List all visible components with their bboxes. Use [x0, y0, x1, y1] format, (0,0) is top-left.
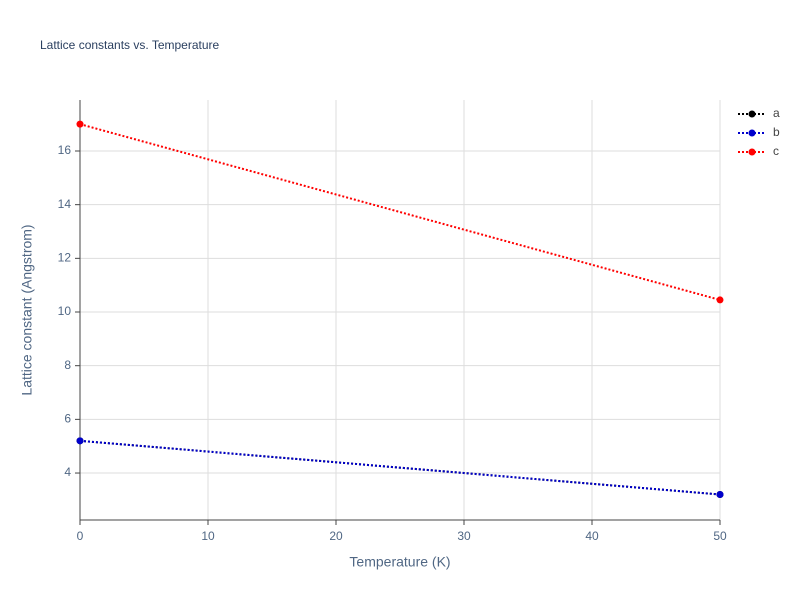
y-tick-label: 12 [58, 251, 72, 265]
y-tick-label: 10 [58, 304, 72, 318]
series-line [79, 123, 721, 301]
y-tick-label: 4 [64, 465, 71, 479]
legend-marker [748, 110, 756, 118]
point [716, 296, 724, 304]
x-tick-label: 10 [201, 529, 215, 543]
y-tick-label: 16 [58, 143, 72, 157]
point [76, 437, 84, 445]
legend-marker [748, 148, 756, 156]
x-axis-title: Temperature (K) [349, 554, 450, 570]
legend-label: c [773, 144, 779, 158]
chart-title: Lattice constants vs. Temperature [40, 38, 220, 52]
legend-marker [748, 129, 756, 137]
point [76, 120, 84, 128]
legend-label: a [773, 106, 780, 120]
x-tick-label: 50 [713, 529, 727, 543]
y-tick-label: 14 [58, 197, 72, 211]
x-tick-label: 30 [457, 529, 471, 543]
x-tick-label: 20 [329, 529, 343, 543]
point [716, 491, 724, 499]
x-tick-label: 0 [77, 529, 84, 543]
y-tick-label: 8 [64, 358, 71, 372]
legend-label: b [773, 125, 780, 139]
y-tick-label: 6 [64, 412, 71, 426]
series-line [79, 439, 721, 496]
x-tick-label: 40 [585, 529, 599, 543]
y-axis-title: Lattice constant (Angstrom) [19, 224, 35, 395]
